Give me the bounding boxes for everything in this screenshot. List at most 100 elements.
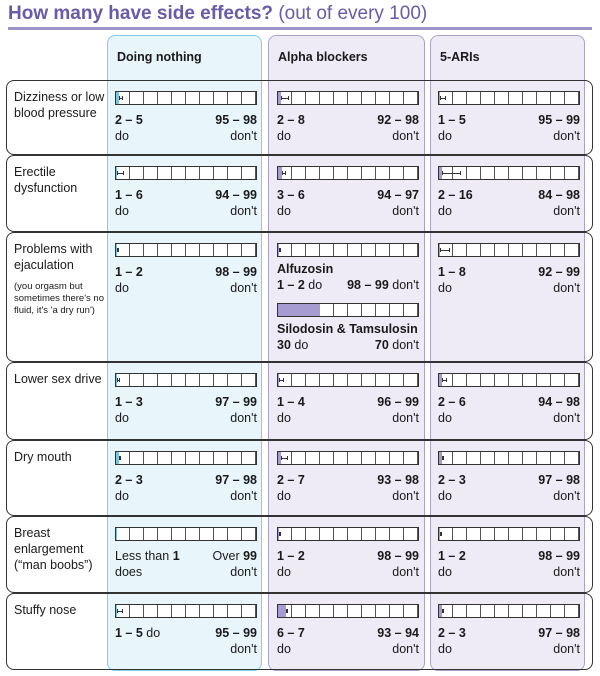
value-number: 94 – 98 bbox=[538, 395, 580, 409]
word-line: don't bbox=[538, 128, 580, 144]
range-marker bbox=[117, 609, 123, 613]
values: 2 – 6 do 94 – 98 don't bbox=[438, 394, 580, 426]
bar-segment bbox=[404, 92, 418, 104]
side-effect-name: Erectile dysfunction bbox=[14, 165, 78, 195]
word-line: don't bbox=[377, 128, 419, 144]
value-number: 95 – 98 bbox=[215, 113, 257, 127]
bar-fill bbox=[439, 167, 442, 179]
values: 30 do 70 don't bbox=[277, 337, 419, 353]
bar-segment bbox=[390, 92, 404, 104]
side-effect-label: Lower sex drive bbox=[14, 371, 106, 387]
bar-fill bbox=[116, 244, 118, 256]
side-left: 1 – 5 do bbox=[115, 625, 160, 657]
result-cell: 1 – 5 do 95 – 99 don't bbox=[115, 604, 257, 657]
bar-segment bbox=[348, 452, 362, 464]
value-line: 1 – 2 bbox=[277, 548, 305, 564]
value-line: 1 – 6 bbox=[115, 187, 143, 203]
side-right: 93 – 94 don't bbox=[377, 625, 419, 657]
bar-fill bbox=[116, 374, 118, 386]
word-line: do bbox=[438, 564, 466, 580]
bar-segment bbox=[390, 528, 404, 540]
word-line: don't bbox=[538, 280, 580, 296]
bar-segment bbox=[390, 304, 404, 316]
values: 2 – 3 do 97 – 98 don't bbox=[115, 472, 257, 504]
side-left: 2 – 3 do bbox=[115, 472, 143, 504]
word-line: does bbox=[115, 564, 180, 580]
value-number: 93 – 98 bbox=[377, 473, 419, 487]
value-line: 2 – 6 bbox=[438, 394, 466, 410]
word-line: do bbox=[115, 410, 143, 426]
bar-segment bbox=[172, 374, 186, 386]
bar-segment bbox=[495, 452, 509, 464]
column-header: 5-ARIs bbox=[440, 50, 480, 64]
bar-segment bbox=[200, 244, 214, 256]
word-line: don't bbox=[215, 280, 257, 296]
bar-segment bbox=[242, 374, 256, 386]
risk-bar bbox=[277, 303, 419, 317]
word-line: don't bbox=[538, 410, 580, 426]
bar-segment bbox=[242, 452, 256, 464]
bar-segment bbox=[565, 244, 579, 256]
bar-segment bbox=[278, 244, 292, 256]
bar-segment bbox=[228, 605, 242, 617]
side-left: 2 – 6 do bbox=[438, 394, 466, 426]
values: 2 – 7 do 93 – 98 don't bbox=[277, 472, 419, 504]
bar-fill bbox=[278, 92, 281, 104]
bar-segment bbox=[523, 528, 537, 540]
bar-segment bbox=[320, 92, 334, 104]
bar-segment bbox=[186, 528, 200, 540]
bar-segment bbox=[130, 528, 144, 540]
value-number: 97 – 98 bbox=[538, 473, 580, 487]
bar-segment bbox=[537, 92, 551, 104]
value-line: 2 – 3 bbox=[438, 472, 466, 488]
bar-segment bbox=[242, 167, 256, 179]
value-line: 30 do bbox=[277, 337, 308, 353]
bar-segment bbox=[439, 92, 453, 104]
value-number: 94 – 97 bbox=[377, 188, 419, 202]
bar-segment bbox=[306, 528, 320, 540]
row-4: Dry mouth bbox=[6, 440, 593, 516]
page-title: How many have side effects? (out of ever… bbox=[8, 3, 427, 25]
column-doing-nothing: Doing nothing bbox=[107, 35, 262, 671]
bar-segment bbox=[348, 605, 362, 617]
result-cell: 1 – 3 do 97 – 99 don't bbox=[115, 373, 257, 426]
value-prefix: Over bbox=[212, 549, 244, 563]
value-word: don't bbox=[230, 565, 257, 579]
values: 2 – 3 do 97 – 98 don't bbox=[438, 472, 580, 504]
bar-segment bbox=[509, 92, 523, 104]
value-word: does bbox=[115, 565, 143, 579]
bar-segment bbox=[362, 167, 376, 179]
drug-name: Silodosin & Tamsulosin bbox=[277, 322, 418, 336]
word-line: don't bbox=[377, 203, 419, 219]
bar-segment bbox=[551, 528, 565, 540]
bar-segment bbox=[278, 374, 292, 386]
value-line: 95 – 99 bbox=[215, 625, 257, 641]
bar-segment bbox=[453, 167, 467, 179]
bar-segment bbox=[495, 528, 509, 540]
value-number: 1 – 2 bbox=[277, 278, 305, 292]
result-cell: 1 – 5 do 95 – 99 don't bbox=[438, 91, 580, 144]
word-line: don't bbox=[538, 203, 580, 219]
bar-segment bbox=[186, 452, 200, 464]
bar-segment bbox=[481, 167, 495, 179]
side-effect-label: Erectile dysfunction bbox=[14, 164, 106, 196]
value-word: do bbox=[438, 411, 452, 425]
values: 1 – 6 do 94 – 99 don't bbox=[115, 187, 257, 219]
value-line: 1 – 5 do bbox=[115, 625, 160, 641]
word-line: do bbox=[115, 488, 143, 504]
bar-segment bbox=[467, 605, 481, 617]
bar-segment bbox=[481, 605, 495, 617]
bar-segment bbox=[172, 605, 186, 617]
bar-segment bbox=[228, 244, 242, 256]
value-word: don't bbox=[553, 281, 580, 295]
column-header: Doing nothing bbox=[117, 50, 202, 64]
value-number: 95 – 99 bbox=[215, 626, 257, 640]
bar-segment bbox=[565, 167, 579, 179]
bar-segment bbox=[278, 92, 292, 104]
bar-segment bbox=[439, 374, 453, 386]
bar-segment bbox=[509, 605, 523, 617]
word-line: don't bbox=[377, 410, 419, 426]
bar-fill bbox=[439, 92, 441, 104]
bar-segment bbox=[130, 167, 144, 179]
value-number: 1 – 2 bbox=[115, 265, 143, 279]
